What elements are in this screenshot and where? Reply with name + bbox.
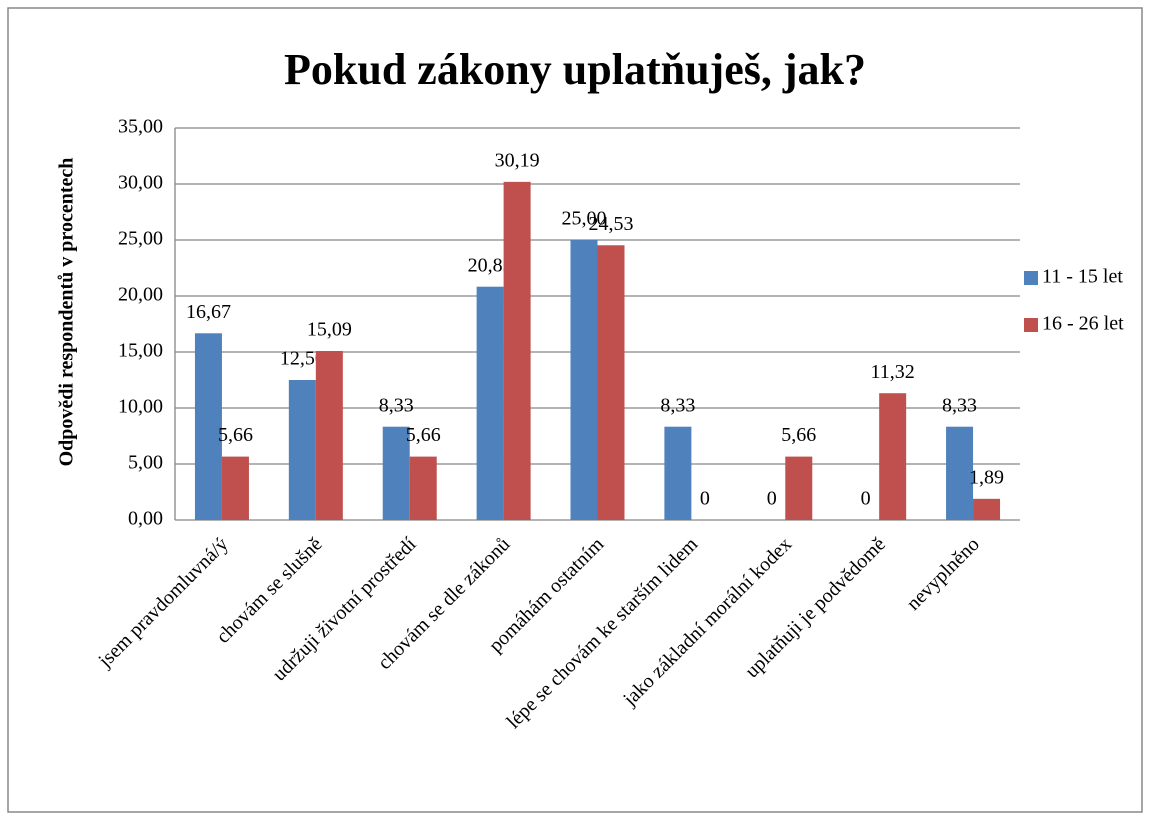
bar — [973, 498, 1001, 520]
chart-title: Pokud zákony uplatňuješ, jak? — [284, 45, 866, 94]
data-label: 16,67 — [186, 301, 231, 323]
data-label: 12,50 — [280, 348, 325, 370]
legend-swatch — [1024, 271, 1038, 285]
bar — [785, 456, 813, 520]
data-label: 5,66 — [781, 424, 816, 446]
bar — [476, 286, 504, 520]
bar — [664, 426, 692, 520]
bar — [503, 181, 531, 520]
data-label: 25,00 — [562, 208, 607, 230]
data-label: 8,33 — [660, 394, 695, 416]
bar — [382, 426, 410, 520]
bar — [946, 426, 974, 520]
y-tick-label: 10,00 — [118, 396, 163, 418]
bar — [409, 456, 437, 520]
data-label: 24,53 — [589, 213, 634, 235]
data-label: 8,33 — [379, 394, 414, 416]
data-label: 11,32 — [871, 361, 915, 383]
y-tick-label: 0,00 — [128, 508, 163, 530]
data-label: 1,89 — [969, 466, 1004, 488]
y-axis-label: Odpovědi respondentů v procentech — [56, 158, 78, 467]
bar — [570, 240, 598, 520]
y-tick-label: 15,00 — [118, 340, 163, 362]
bar — [288, 380, 316, 520]
bar — [879, 393, 907, 520]
data-label: 8,33 — [942, 394, 977, 416]
data-label: 20,83 — [468, 254, 513, 276]
data-label: 5,66 — [406, 424, 441, 446]
bar — [221, 456, 249, 520]
legend-label: 16 - 26 let — [1042, 313, 1124, 335]
data-label: 0 — [767, 488, 777, 510]
bar — [194, 333, 222, 520]
legend-label: 11 - 15 let — [1042, 266, 1123, 288]
y-tick-label: 5,00 — [128, 452, 163, 474]
y-tick-label: 35,00 — [118, 116, 163, 138]
legend-swatch — [1024, 318, 1038, 332]
bar — [315, 350, 343, 520]
y-tick-label: 25,00 — [118, 228, 163, 250]
data-label: 15,09 — [307, 319, 352, 341]
y-tick-label: 30,00 — [118, 172, 163, 194]
data-label: 0 — [700, 488, 710, 510]
data-label: 30,19 — [495, 149, 540, 171]
data-label: 5,66 — [218, 424, 253, 446]
y-tick-label: 20,00 — [118, 284, 163, 306]
bar — [597, 245, 625, 520]
data-label: 0 — [861, 488, 871, 510]
